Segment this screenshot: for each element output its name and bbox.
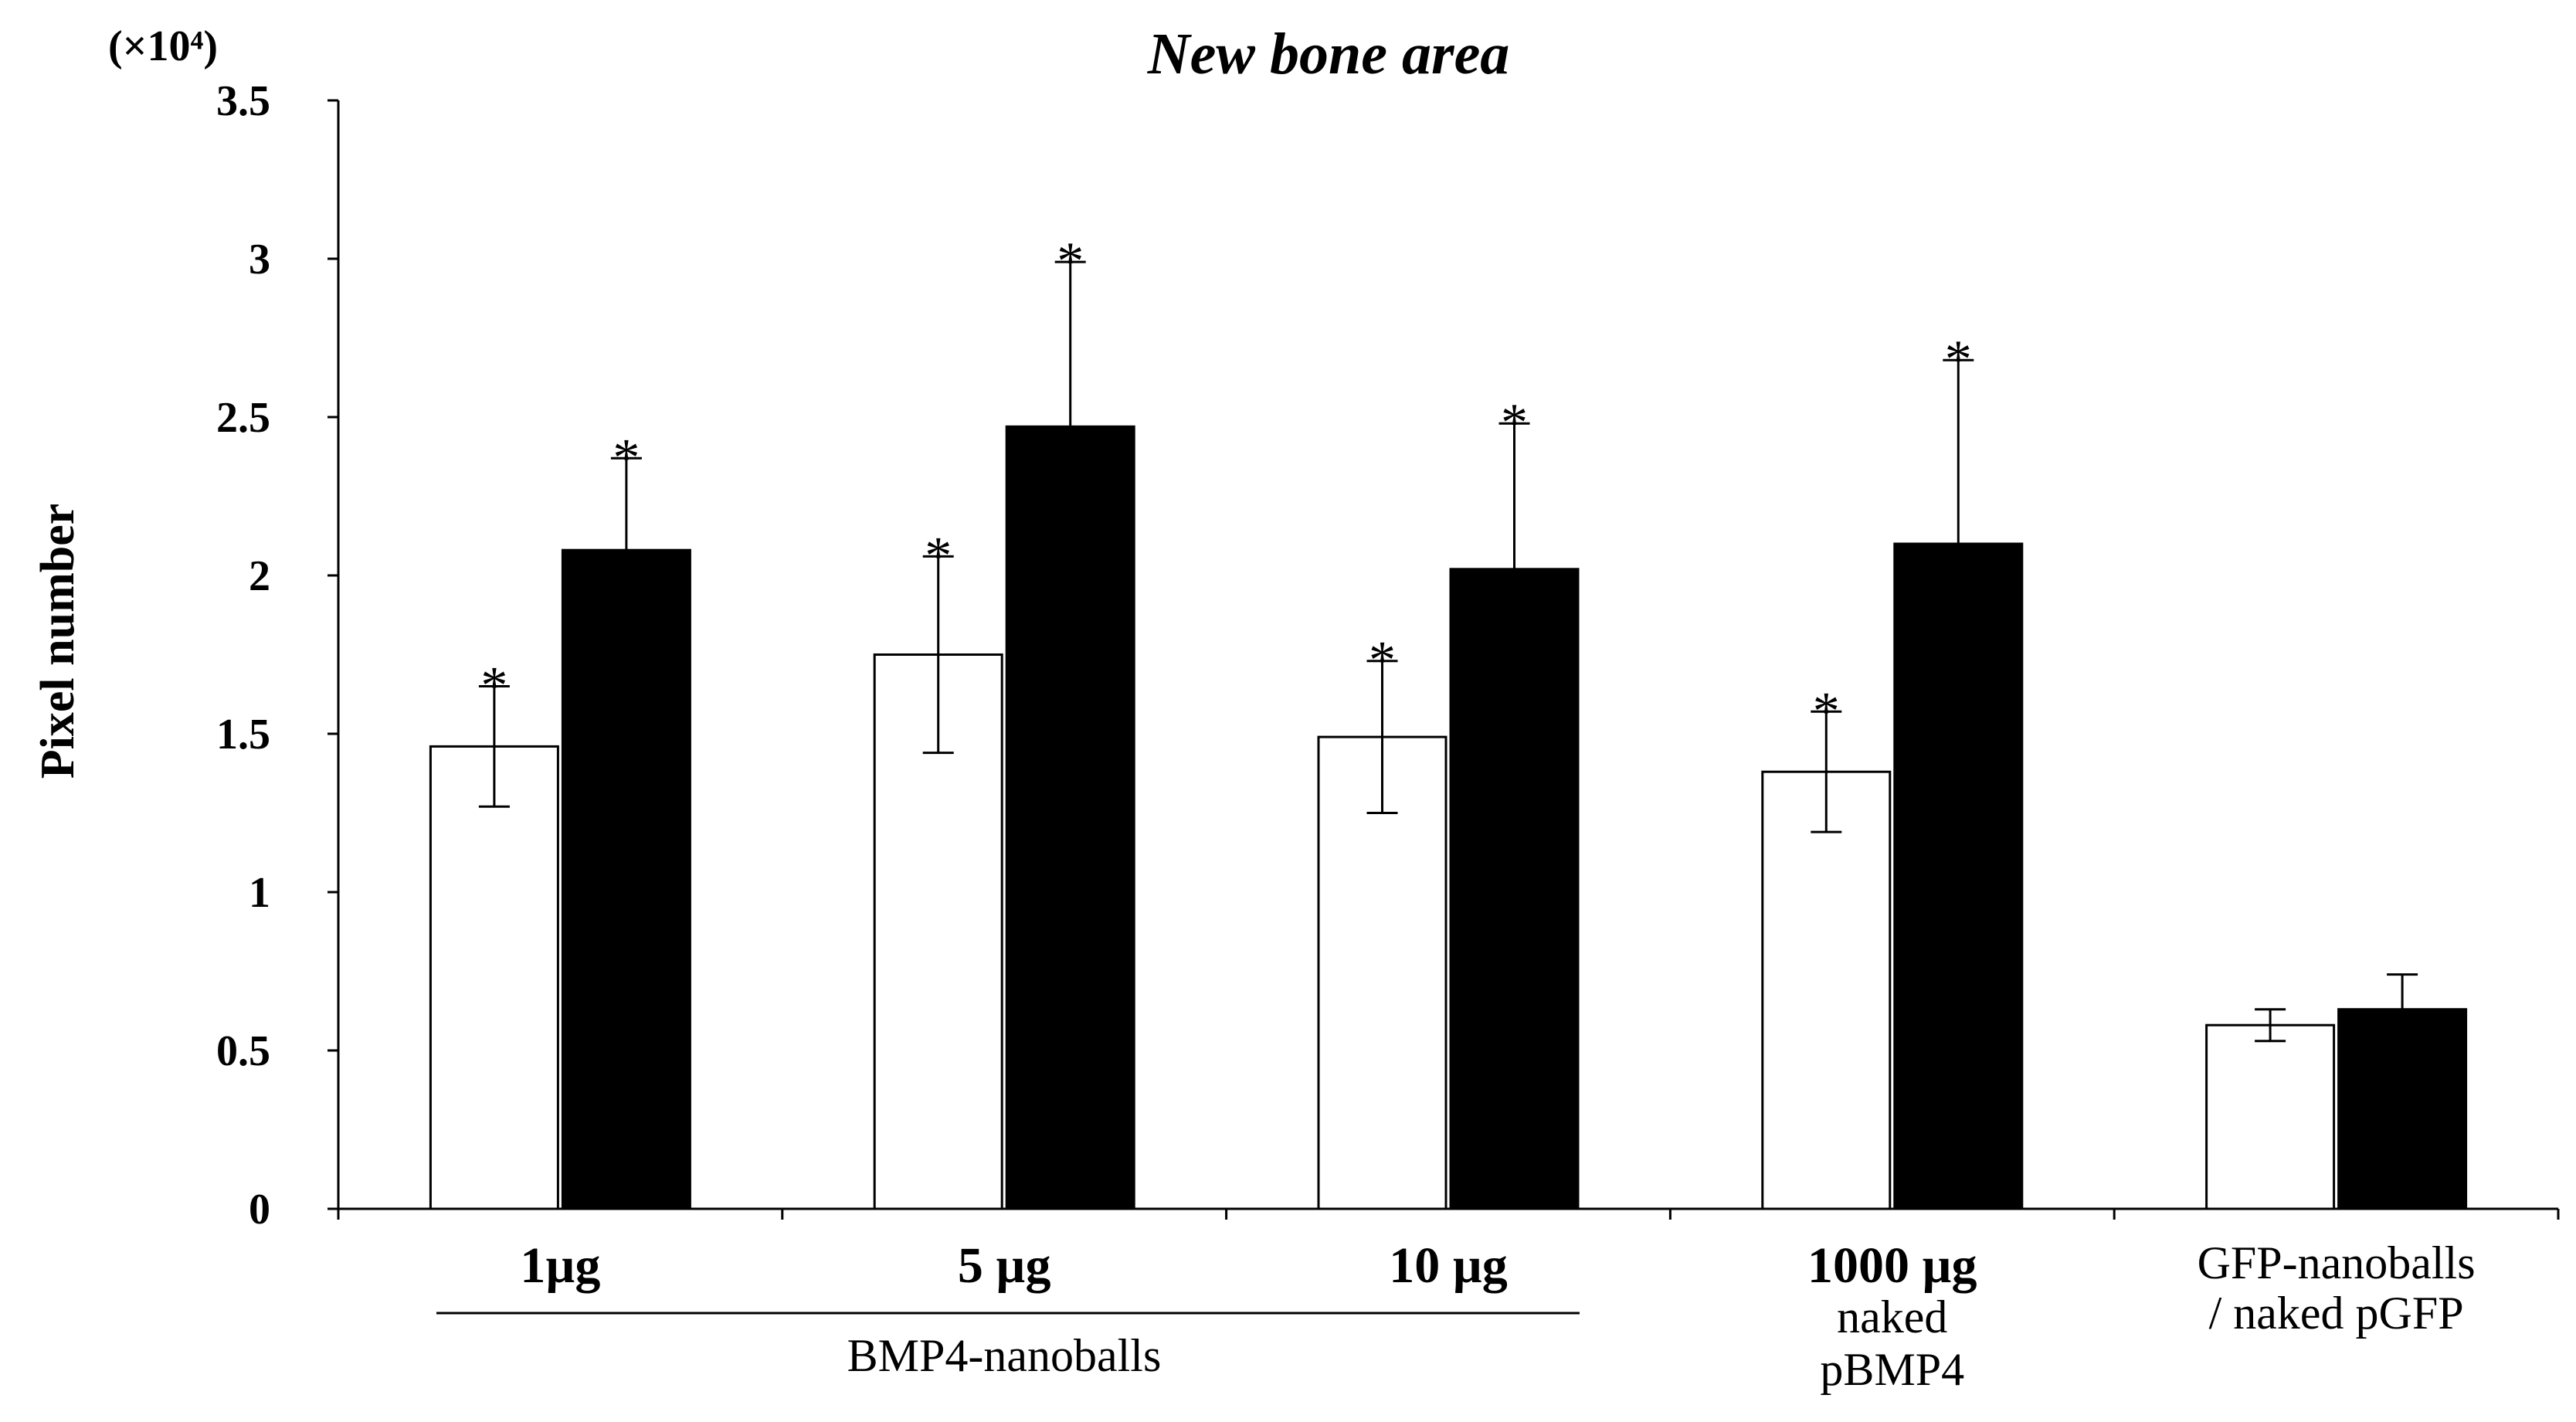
significance-star: * <box>1057 232 1084 291</box>
x-category-label: pBMP4 <box>1820 1344 1964 1395</box>
bar-black-bars-2 <box>1449 568 1580 1210</box>
y-tick-label: 2 <box>249 552 270 600</box>
y-tick-label: 2.5 <box>216 394 270 442</box>
x-category-label: 1µg <box>520 1237 600 1294</box>
bar-white-bars-2 <box>1317 735 1448 1210</box>
significance-star: * <box>925 526 952 585</box>
significance-star: * <box>480 657 507 716</box>
significance-star: * <box>613 428 640 487</box>
bars <box>429 425 2468 1210</box>
bar-black-bars-0 <box>561 548 691 1210</box>
x-category-label: 10 µg <box>1389 1237 1508 1294</box>
significance-star: * <box>1813 681 1840 741</box>
y-tick-label: 1.5 <box>216 711 270 759</box>
x-category-label: naked <box>1837 1291 1947 1342</box>
bar-white-bars-0 <box>429 745 559 1210</box>
significance-star: * <box>1945 330 1972 389</box>
y-tick-label: 0.5 <box>216 1027 270 1075</box>
significance-star: * <box>1501 393 1528 453</box>
y-tick-label: 3 <box>249 236 270 283</box>
x-category-label: 1000 µg <box>1807 1237 1977 1294</box>
group-label: BMP4-nanoballs <box>847 1330 1162 1381</box>
error-bars <box>478 260 2418 1046</box>
chart-title: New bone area <box>1147 22 1510 87</box>
y-multiplier-label: (×10⁴) <box>108 22 218 70</box>
y-tick-label: 3.5 <box>216 77 270 125</box>
x-category-label: / naked pGFP <box>2209 1288 2464 1339</box>
x-category-label: GFP-nanoballs <box>2198 1237 2476 1288</box>
bar-white-bars-4 <box>2205 1023 2336 1210</box>
bar-white-bars-3 <box>1761 770 1892 1210</box>
significance-markers: * * * * * * * * <box>480 232 1971 741</box>
y-tick-label: 0 <box>249 1186 270 1234</box>
y-tick-label: 1 <box>249 869 270 917</box>
y-axis-ticks: 0 0.5 1 1.5 2 2.5 3 3.5 <box>216 77 338 1234</box>
y-axis-label: Pixel number <box>32 504 84 779</box>
significance-star: * <box>1369 631 1396 691</box>
x-category-label: 5 µg <box>958 1237 1051 1294</box>
x-axis-ticks <box>337 1209 2560 1220</box>
